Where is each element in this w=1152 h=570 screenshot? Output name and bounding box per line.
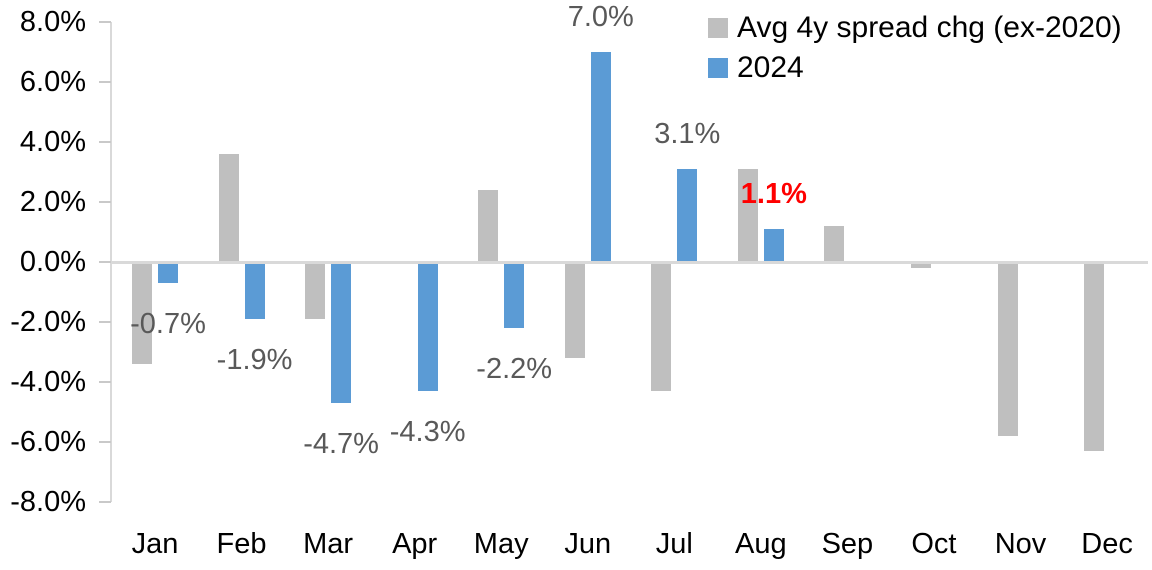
y-axis-tick	[99, 381, 111, 383]
y-tick-label: 8.0%	[19, 6, 86, 38]
legend: Avg 4y spread chg (ex-2020) 2024	[708, 8, 1122, 88]
y-axis-tick	[99, 441, 111, 443]
y-tick-label: 0.0%	[19, 246, 86, 278]
zero-axis-line	[111, 260, 1148, 264]
bar-2024-jul	[677, 169, 698, 262]
bar-avg-4y-spread-chg-ex-2020--feb	[218, 154, 239, 262]
x-tick-label-jul: Jul	[655, 528, 693, 560]
bar-2024-may	[504, 262, 525, 328]
x-tick-label-dec: Dec	[1081, 528, 1133, 560]
x-tick-label-jan: Jan	[131, 528, 179, 560]
y-axis-tick	[99, 81, 111, 83]
bar-avg-4y-spread-chg-ex-2020--jul	[651, 262, 672, 391]
y-axis-tick	[99, 201, 111, 203]
x-tick-label-jun: Jun	[564, 528, 612, 560]
y-tick-label: -4.0%	[10, 366, 86, 398]
x-tick-label-oct: Oct	[911, 528, 957, 560]
y-tick-label: -6.0%	[10, 426, 86, 458]
bar-avg-4y-spread-chg-ex-2020--oct	[910, 262, 931, 268]
y-tick-label: 4.0%	[19, 126, 86, 158]
x-tick-label-may: May	[473, 528, 529, 560]
bar-avg-4y-spread-chg-ex-2020--jan	[132, 262, 152, 364]
legend-swatch-gray	[708, 18, 728, 38]
data-label-apr: -4.3%	[389, 416, 466, 448]
x-tick-label-mar: Mar	[303, 528, 354, 560]
y-axis-tick	[99, 261, 111, 263]
y-axis-tick	[99, 501, 111, 503]
bar-avg-4y-spread-chg-ex-2020--nov	[997, 262, 1018, 436]
x-tick-label-aug: Aug	[735, 528, 787, 560]
data-label-may: -2.2%	[476, 353, 553, 385]
y-tick-label: 2.0%	[19, 186, 86, 218]
y-tick-label: -2.0%	[10, 306, 86, 338]
data-label-aug: 1.1%	[740, 178, 807, 210]
bar-avg-4y-spread-chg-ex-2020--may	[478, 190, 499, 262]
data-label-jul: 3.1%	[654, 118, 721, 150]
y-axis-tick	[99, 21, 111, 23]
data-label-mar: -4.7%	[303, 428, 379, 460]
bar-avg-4y-spread-chg-ex-2020--aug	[737, 169, 758, 262]
bar-2024-mar	[331, 262, 352, 403]
bar-avg-4y-spread-chg-ex-2020--jun	[564, 262, 585, 358]
data-label-jan: -0.7%	[130, 308, 206, 340]
legend-item-avg-4y-spread: Avg 4y spread chg (ex-2020)	[708, 8, 1122, 48]
x-tick-label-sep: Sep	[821, 528, 874, 560]
bar-2024-jun	[590, 52, 611, 262]
bar-2024-jan	[158, 262, 178, 283]
x-tick-label-nov: Nov	[994, 528, 1047, 560]
legend-label-2024: 2024	[737, 51, 804, 84]
x-tick-label-apr: Apr	[392, 528, 438, 560]
y-axis-tick	[99, 141, 111, 143]
x-tick-label-feb: Feb	[216, 528, 267, 560]
y-axis-tick	[99, 321, 111, 323]
bar-avg-4y-spread-chg-ex-2020--dec	[1084, 262, 1105, 451]
bar-2024-aug	[763, 229, 784, 262]
y-tick-label: 6.0%	[19, 66, 86, 98]
bar-avg-4y-spread-chg-ex-2020--mar	[305, 262, 326, 319]
legend-label-avg-4y-spread: Avg 4y spread chg (ex-2020)	[737, 11, 1122, 44]
y-tick-label: -8.0%	[10, 486, 86, 518]
bar-2024-feb	[244, 262, 265, 319]
data-label-feb: -1.9%	[216, 344, 293, 376]
legend-item-2024: 2024	[708, 48, 1122, 88]
data-label-jun: 7.0%	[567, 1, 634, 33]
bar-2024-apr	[417, 262, 438, 391]
bar-avg-4y-spread-chg-ex-2020--sep	[824, 226, 845, 262]
legend-swatch-blue	[708, 58, 728, 78]
